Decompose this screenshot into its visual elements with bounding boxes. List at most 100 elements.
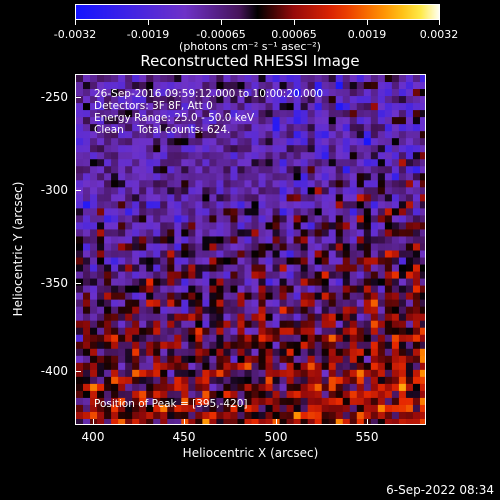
heatmap-cell: [265, 159, 274, 167]
heatmap-cell: [370, 243, 379, 251]
heatmap-cell: [286, 411, 295, 420]
heatmap-cell: [83, 376, 91, 385]
heatmap-cell: [230, 82, 238, 90]
heatmap-cell: [244, 299, 252, 308]
heatmap-cell: [293, 222, 302, 230]
heatmap-cell: [76, 124, 84, 132]
heatmap-cell: [223, 236, 231, 244]
heatmap-cell: [391, 306, 400, 315]
heatmap-cell: [391, 194, 400, 202]
heatmap-cell: [356, 355, 365, 364]
heatmap-cell: [209, 404, 217, 413]
heatmap-cell: [167, 131, 175, 139]
heatmap-cell: [104, 292, 112, 301]
heatmap-cell: [293, 306, 302, 315]
heatmap-cell: [391, 348, 400, 357]
heatmap-cell: [244, 285, 252, 294]
heatmap-cell: [244, 145, 252, 153]
heatmap-cell: [146, 173, 154, 181]
heatmap-cell: [335, 138, 344, 146]
heatmap-cell: [251, 229, 260, 237]
heatmap-cell: [167, 173, 175, 181]
heatmap-cell: [349, 166, 358, 174]
heatmap-cell: [160, 355, 168, 364]
heatmap-cell: [181, 180, 189, 188]
heatmap-cell: [181, 229, 189, 237]
heatmap-cell: [412, 152, 421, 160]
heatmap-cell: [83, 285, 91, 294]
heatmap-cell: [335, 208, 344, 216]
heatmap-cell: [118, 103, 126, 111]
heatmap-cell: [328, 222, 337, 230]
heatmap-cell: [76, 306, 84, 315]
heatmap-cell: [251, 243, 260, 251]
heatmap-cell: [384, 215, 393, 223]
heatmap-cell: [237, 138, 245, 146]
heatmap-cell: [230, 327, 238, 336]
heatmap-cell: [202, 306, 210, 315]
heatmap-cell: [230, 152, 238, 160]
heatmap-cell: [335, 397, 344, 406]
heatmap-cell: [398, 110, 407, 118]
heatmap-cell: [398, 369, 407, 378]
heatmap-cell: [209, 355, 217, 364]
heatmap-cell: [209, 145, 217, 153]
heatmap-cell: [230, 397, 238, 406]
heatmap-cell: [356, 145, 365, 153]
heatmap-cell: [398, 194, 407, 202]
heatmap-cell: [111, 397, 119, 406]
heatmap-cell: [244, 152, 252, 160]
heatmap-cell: [118, 404, 126, 413]
colorbar-tickmark: [221, 20, 222, 25]
heatmap-cell: [216, 313, 224, 322]
heatmap-cell: [398, 404, 407, 413]
heatmap-cell: [391, 96, 400, 104]
heatmap-cell: [307, 271, 316, 280]
heatmap-cell: [412, 131, 421, 139]
heatmap-cell: [237, 334, 245, 343]
heatmap-cell: [181, 152, 189, 160]
heatmap-cell: [412, 404, 421, 413]
heatmap-cell: [83, 96, 91, 104]
heatmap-cell: [272, 75, 281, 83]
heatmap-cell: [300, 75, 309, 83]
heatmap-cell: [293, 89, 302, 97]
heatmap-cell: [111, 264, 119, 273]
heatmap-cell: [335, 103, 344, 111]
heatmap-cell: [202, 362, 210, 371]
heatmap-cell: [328, 320, 337, 329]
heatmap-cell: [279, 194, 288, 202]
heatmap-cell: [216, 348, 224, 357]
heatmap-cell: [195, 376, 203, 385]
heatmap-cell: [272, 355, 281, 364]
heatmap-cell: [195, 187, 203, 195]
heatmap-cell: [132, 383, 140, 392]
heatmap-cell: [314, 320, 323, 329]
heatmap-cell: [279, 117, 288, 125]
heatmap-cell: [398, 334, 407, 343]
heatmap-cell: [90, 362, 98, 371]
heatmap-cell: [286, 320, 295, 329]
heatmap-cell: [335, 222, 344, 230]
heatmap-cell: [405, 96, 414, 104]
heatmap-cell: [209, 166, 217, 174]
heatmap-cell: [293, 285, 302, 294]
rhessi-image-plot[interactable]: [75, 74, 426, 425]
heatmap-cell: [342, 173, 351, 181]
heatmap-cell: [90, 327, 98, 336]
heatmap-cell: [342, 334, 351, 343]
heatmap-cell: [202, 320, 210, 329]
heatmap-cell: [125, 411, 133, 420]
heatmap-cell: [76, 215, 84, 223]
heatmap-cell: [76, 117, 84, 125]
heatmap-cell: [90, 376, 98, 385]
heatmap-cell: [370, 96, 379, 104]
heatmap-cell: [202, 383, 210, 392]
heatmap-cell: [83, 264, 91, 273]
heatmap-cell: [160, 243, 168, 251]
heatmap-cell: [237, 341, 245, 350]
heatmap-cell: [104, 299, 112, 308]
heatmap-cell: [244, 117, 252, 125]
heatmap-cell: [349, 390, 358, 399]
heatmap-cell: [104, 334, 112, 343]
